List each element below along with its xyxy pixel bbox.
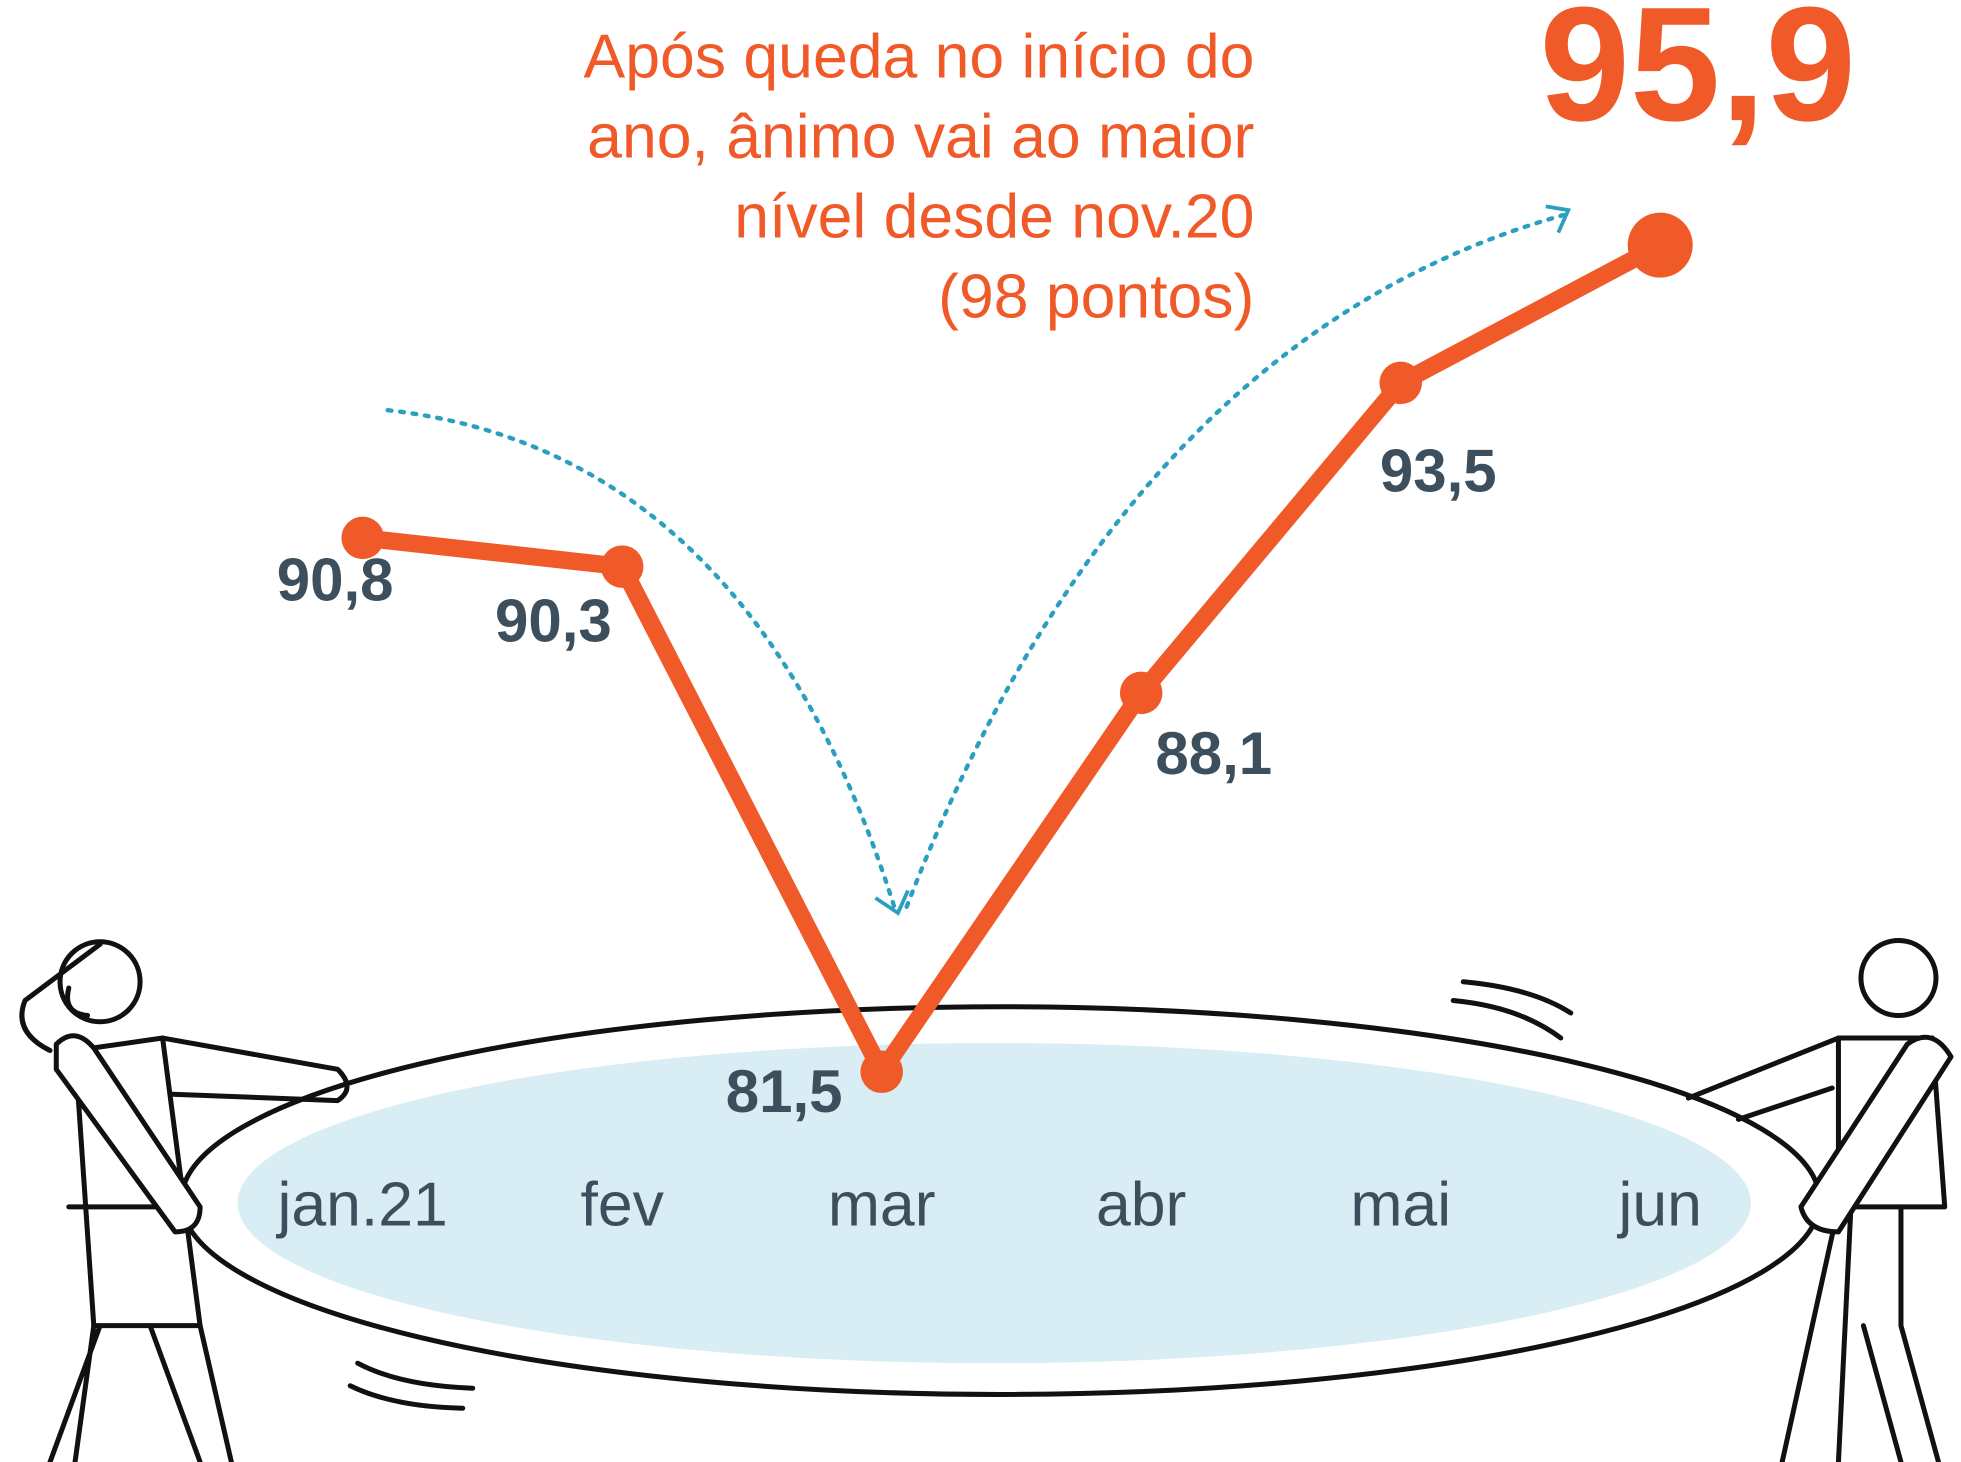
value-label: 95,9	[1540, 0, 1856, 155]
annotation-line: nível desde nov.20	[734, 182, 1254, 252]
x-tick-label: jun	[1617, 1170, 1702, 1240]
point	[1628, 213, 1693, 278]
line	[363, 245, 1661, 1072]
chart: Após queda no início do ano, ânimo vai ao…	[0, 0, 1961, 1462]
value-label: 90,3	[495, 588, 612, 655]
annotation-line: ano, ânimo vai ao maior	[587, 102, 1254, 172]
point	[601, 545, 644, 588]
point	[1120, 672, 1163, 715]
page: {"chart_data": { "type": "line", "annota…	[0, 0, 1961, 1462]
point	[1379, 362, 1422, 405]
value-label: 81,5	[726, 1058, 843, 1125]
point	[860, 1051, 903, 1094]
annotation-line: Após queda no início do	[584, 22, 1255, 92]
value-label: 93,5	[1380, 438, 1497, 505]
value-label: 88,1	[1155, 720, 1272, 787]
x-tick-label: mai	[1350, 1170, 1451, 1240]
x-tick-label: abr	[1096, 1170, 1186, 1240]
x-tick-label: mar	[828, 1170, 936, 1240]
x-tick-label: fev	[580, 1170, 664, 1240]
annotation: Após queda no início do ano, ânimo vai ao…	[584, 22, 1255, 332]
annotation-line: (98 pontos)	[938, 262, 1254, 332]
value-label: 90,8	[277, 546, 394, 613]
x-tick-label: jan.21	[276, 1170, 448, 1240]
trampoline-surface	[238, 1043, 1751, 1363]
